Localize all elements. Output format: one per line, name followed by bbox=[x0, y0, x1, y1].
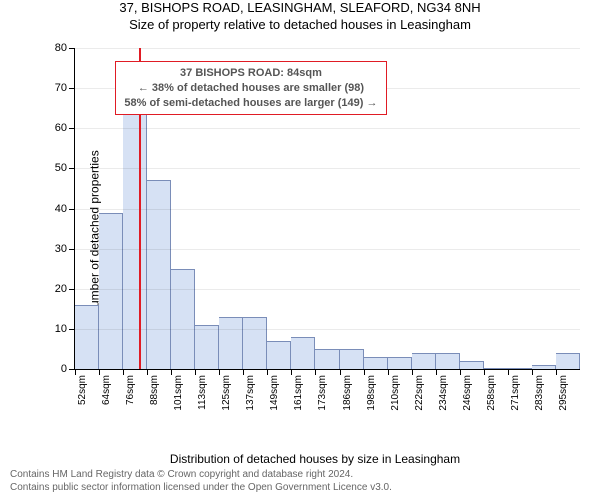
x-tick-label: 64sqm bbox=[101, 375, 112, 405]
x-tick-label: 283sqm bbox=[534, 375, 545, 411]
y-tick bbox=[69, 289, 75, 290]
x-tick bbox=[484, 369, 485, 375]
plot-area: 0102030405060708052sqm64sqm76sqm88sqm101… bbox=[74, 48, 580, 370]
histogram-bar bbox=[436, 353, 460, 369]
gridline bbox=[75, 209, 580, 210]
x-tick bbox=[147, 369, 148, 375]
y-tick bbox=[69, 88, 75, 89]
histogram-bar bbox=[508, 368, 532, 369]
x-tick-label: 222sqm bbox=[414, 375, 425, 411]
page-title: 37, BISHOPS ROAD, LEASINGHAM, SLEAFORD, … bbox=[0, 0, 600, 15]
histogram-bar bbox=[99, 213, 123, 369]
footer-line-1: Contains HM Land Registry data © Crown c… bbox=[10, 468, 392, 481]
histogram-bar bbox=[195, 325, 219, 369]
x-tick-label: 271sqm bbox=[510, 375, 521, 411]
histogram-bar bbox=[315, 349, 339, 369]
x-tick bbox=[123, 369, 124, 375]
x-tick bbox=[436, 369, 437, 375]
y-tick-label: 50 bbox=[55, 162, 67, 174]
x-tick bbox=[412, 369, 413, 375]
footer: Contains HM Land Registry data © Crown c… bbox=[10, 468, 392, 494]
annotation-line: ← 38% of detached houses are smaller (98… bbox=[124, 81, 377, 96]
annotation-line: 37 BISHOPS ROAD: 84sqm bbox=[124, 66, 377, 81]
y-tick-label: 0 bbox=[61, 363, 67, 375]
y-tick-label: 70 bbox=[55, 82, 67, 94]
footer-line-2: Contains public sector information licen… bbox=[10, 481, 392, 494]
x-tick-label: 88sqm bbox=[149, 375, 160, 405]
x-tick bbox=[508, 369, 509, 375]
x-tick-label: 113sqm bbox=[197, 375, 208, 410]
x-tick-label: 149sqm bbox=[269, 375, 280, 411]
x-tick-label: 101sqm bbox=[173, 375, 184, 411]
x-tick-label: 234sqm bbox=[438, 375, 449, 411]
x-tick bbox=[556, 369, 557, 375]
y-tick bbox=[69, 209, 75, 210]
x-tick-label: 198sqm bbox=[366, 375, 377, 411]
x-tick bbox=[364, 369, 365, 375]
y-tick-label: 20 bbox=[55, 283, 67, 295]
x-axis-label: Distribution of detached houses by size … bbox=[50, 452, 580, 466]
histogram-bar bbox=[267, 341, 291, 369]
x-tick-label: 186sqm bbox=[342, 375, 353, 411]
y-tick-label: 40 bbox=[55, 203, 67, 215]
y-tick bbox=[69, 128, 75, 129]
x-tick-label: 210sqm bbox=[390, 375, 401, 411]
x-tick-label: 76sqm bbox=[125, 375, 136, 405]
y-tick bbox=[69, 249, 75, 250]
x-tick bbox=[340, 369, 341, 375]
y-tick-label: 10 bbox=[55, 323, 67, 335]
x-tick bbox=[532, 369, 533, 375]
histogram-bar bbox=[243, 317, 267, 369]
x-tick bbox=[388, 369, 389, 375]
chart-container: Number of detached properties 0102030405… bbox=[50, 48, 580, 418]
y-tick bbox=[69, 329, 75, 330]
histogram-bar bbox=[291, 337, 315, 369]
x-tick-label: 258sqm bbox=[486, 375, 497, 411]
x-tick-label: 295sqm bbox=[558, 375, 569, 411]
gridline bbox=[75, 289, 580, 290]
page-subtitle: Size of property relative to detached ho… bbox=[0, 17, 600, 32]
x-tick bbox=[460, 369, 461, 375]
histogram-bar bbox=[171, 269, 195, 369]
histogram-bar bbox=[75, 305, 99, 369]
x-tick-label: 125sqm bbox=[221, 375, 232, 411]
y-tick bbox=[69, 168, 75, 169]
gridline bbox=[75, 48, 580, 49]
histogram-bar bbox=[364, 357, 388, 369]
histogram-bar bbox=[532, 365, 556, 369]
gridline bbox=[75, 249, 580, 250]
x-tick bbox=[99, 369, 100, 375]
gridline bbox=[75, 168, 580, 169]
histogram-bar bbox=[556, 353, 580, 369]
histogram-bar bbox=[484, 368, 508, 369]
annotation-box: 37 BISHOPS ROAD: 84sqm← 38% of detached … bbox=[115, 61, 386, 116]
x-tick bbox=[75, 369, 76, 375]
annotation-line: 58% of semi-detached houses are larger (… bbox=[124, 96, 377, 111]
y-tick bbox=[69, 48, 75, 49]
x-tick-label: 161sqm bbox=[293, 375, 304, 411]
gridline bbox=[75, 128, 580, 129]
histogram-bar bbox=[340, 349, 364, 369]
histogram-bar bbox=[412, 353, 436, 369]
x-tick-label: 246sqm bbox=[462, 375, 473, 411]
y-tick-label: 60 bbox=[55, 122, 67, 134]
histogram-bar bbox=[219, 317, 243, 369]
gridline bbox=[75, 329, 580, 330]
x-tick-label: 52sqm bbox=[77, 375, 88, 405]
histogram-bar bbox=[460, 361, 484, 369]
y-tick-label: 30 bbox=[55, 243, 67, 255]
histogram-bar bbox=[388, 357, 412, 369]
x-tick-label: 173sqm bbox=[317, 375, 328, 411]
y-tick-label: 80 bbox=[55, 42, 67, 54]
x-tick-label: 137sqm bbox=[245, 375, 256, 411]
